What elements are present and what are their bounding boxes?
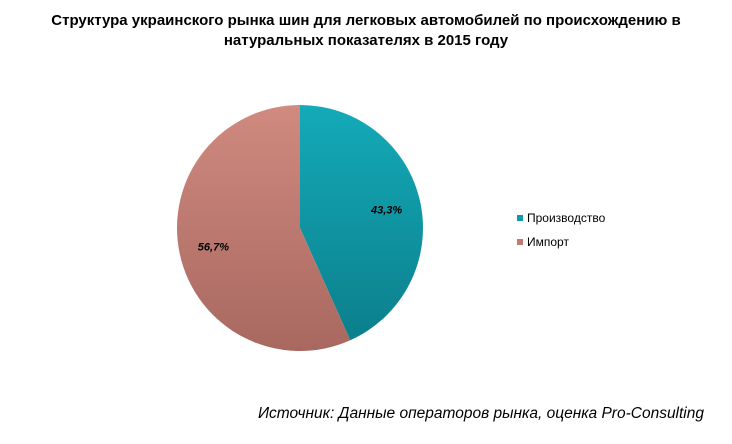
legend-label-production: Производство	[527, 211, 606, 225]
chart-title: Структура украинского рынка шин для легк…	[0, 11, 732, 51]
legend-swatch-import	[517, 239, 523, 245]
legend-item-import: Импорт	[517, 230, 605, 254]
pie-slice-production	[300, 105, 423, 341]
pie-slice-import	[176, 104, 351, 351]
legend-swatch-production	[517, 215, 523, 221]
chart-title-line-2: натуральных показателях в 2015 году	[223, 32, 509, 49]
legend-item-production: Производство	[517, 206, 605, 230]
legend-label-import: Импорт	[527, 235, 569, 249]
source-note: Источник: Данные операторов рынка, оценк…	[257, 405, 704, 422]
slice-label-import: 56,7%	[198, 242, 229, 254]
slice-label-production: 43,3%	[370, 205, 402, 217]
legend: Производство Импорт	[517, 206, 605, 254]
chart-title-line-1: Структура украинского рынка шин для легк…	[51, 12, 681, 29]
